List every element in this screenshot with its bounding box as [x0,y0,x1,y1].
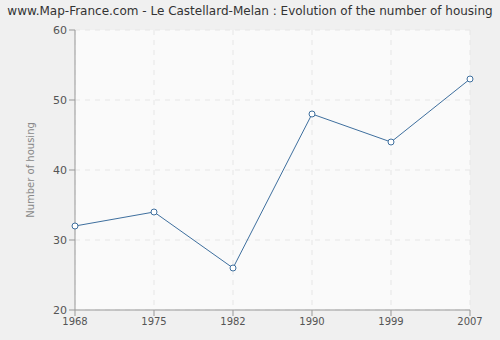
svg-text:50: 50 [53,94,67,107]
svg-text:1999: 1999 [378,316,403,327]
svg-text:1968: 1968 [62,316,87,327]
svg-text:1975: 1975 [141,316,166,327]
svg-text:Number of housing: Number of housing [25,122,36,218]
svg-text:2007: 2007 [457,316,482,327]
svg-text:30: 30 [53,234,67,247]
html-text:www.Map-France.com - Le Castel: www.Map-France.com - Le Castellard-Melan… [7,4,493,18]
svg-text:60: 60 [53,24,67,37]
svg-text:40: 40 [53,164,67,177]
svg-text:1982: 1982 [220,316,245,327]
svg-text:1990: 1990 [299,316,324,327]
svg-text:20: 20 [53,304,67,317]
